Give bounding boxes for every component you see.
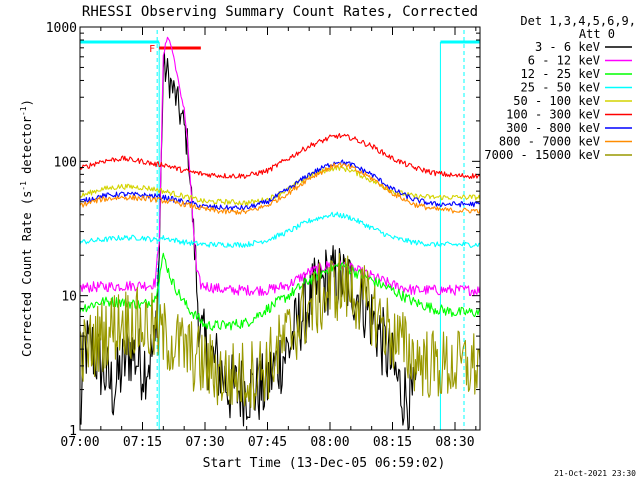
series-layer	[79, 36, 481, 431]
x-tick-label: 08:00	[310, 435, 349, 450]
y-tick-label: 1	[69, 424, 77, 439]
legend-label: 300 - 800 keV	[506, 121, 600, 135]
legend-label: 50 - 100 keV	[513, 94, 600, 108]
x-tick-label: 08:30	[435, 435, 474, 450]
plot-frame	[79, 26, 481, 431]
series-line	[79, 165, 481, 206]
x-tick-label: 07:00	[60, 435, 99, 450]
flare-flag-label: F	[149, 44, 155, 55]
legend-label: 12 - 25 keV	[521, 67, 600, 81]
legend-label: 25 - 50 keV	[521, 81, 600, 95]
footer-timestamp: 21-Oct-2021 23:30	[554, 469, 636, 478]
series-line	[79, 252, 481, 331]
series-line	[79, 133, 481, 179]
series-line	[79, 162, 481, 215]
y-axis-label-part: )	[20, 99, 34, 106]
series-line	[79, 253, 481, 410]
y-axis-label-exponent: -1	[19, 106, 28, 116]
chart-title: RHESSI Observing Summary Count Rates, Co…	[82, 4, 478, 20]
y-tick-label: 10	[61, 290, 77, 305]
legend-header-line: Det 1,3,4,5,6,9,	[520, 14, 636, 28]
y-tick-label: 1000	[46, 21, 77, 36]
y-axis-label-exponent: -1	[19, 181, 28, 191]
legend-label: 6 - 12 keV	[528, 54, 600, 68]
y-tick-label: 100	[54, 155, 77, 170]
x-tick-label: 07:15	[123, 435, 162, 450]
series-line	[79, 159, 481, 211]
x-tick-label: 07:30	[185, 435, 224, 450]
y-axis-label: Corrected Count Rate (s-1 detector-1)	[19, 99, 34, 357]
series-line	[79, 36, 481, 297]
x-axis-label: Start Time (13-Dec-05 06:59:02)	[203, 456, 446, 471]
series-line	[79, 51, 419, 431]
series-line	[79, 211, 481, 248]
legend-label: 3 - 6 keV	[535, 40, 600, 54]
x-tick-label: 07:45	[248, 435, 287, 450]
axes: 07:00 07:15 07:30 07:45 08:00 08:15 08:30 1 10 10…	[46, 21, 480, 450]
x-tick-label: 08:15	[373, 435, 412, 450]
legend-label: 800 - 7000 keV	[499, 135, 600, 149]
y-axis-label-part: Corrected Count Rate (s	[20, 191, 34, 357]
legend-label: 7000 - 15000 keV	[484, 148, 600, 162]
y-axis-label-part: detector	[20, 116, 34, 181]
legend-label: 100 - 300 keV	[506, 108, 600, 122]
legend-header-line: Att 0	[579, 27, 615, 41]
